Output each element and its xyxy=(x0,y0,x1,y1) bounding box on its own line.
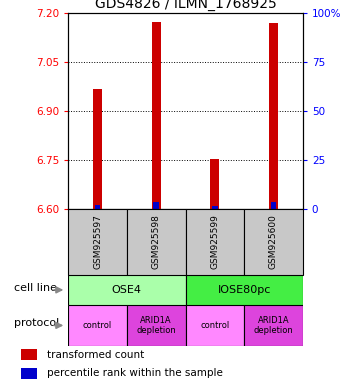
Bar xyxy=(210,159,219,209)
Bar xyxy=(127,305,186,346)
Bar xyxy=(93,89,102,209)
Text: control: control xyxy=(200,321,230,330)
Text: control: control xyxy=(83,321,112,330)
Bar xyxy=(21,349,37,360)
Text: cell line: cell line xyxy=(14,283,57,293)
Text: ARID1A
depletion: ARID1A depletion xyxy=(253,316,293,335)
Bar xyxy=(186,305,244,346)
Text: transformed count: transformed count xyxy=(47,349,144,360)
Bar xyxy=(212,206,218,209)
Bar xyxy=(153,202,159,209)
Bar xyxy=(127,209,186,275)
Text: protocol: protocol xyxy=(14,318,59,328)
Bar xyxy=(94,205,100,209)
Text: OSE4: OSE4 xyxy=(112,285,142,295)
Text: GSM925600: GSM925600 xyxy=(269,215,278,269)
Bar xyxy=(269,23,278,209)
Text: IOSE80pc: IOSE80pc xyxy=(217,285,271,295)
Text: GSM925599: GSM925599 xyxy=(210,215,219,269)
Text: ARID1A
depletion: ARID1A depletion xyxy=(136,316,176,335)
Text: GSM925598: GSM925598 xyxy=(152,215,161,269)
Bar xyxy=(244,209,303,275)
Bar xyxy=(186,275,303,305)
Bar xyxy=(21,368,37,379)
Text: percentile rank within the sample: percentile rank within the sample xyxy=(47,368,223,379)
Bar xyxy=(271,202,276,209)
Title: GDS4826 / ILMN_1768925: GDS4826 / ILMN_1768925 xyxy=(94,0,276,11)
Bar xyxy=(244,305,303,346)
Bar xyxy=(68,275,186,305)
Bar xyxy=(68,305,127,346)
Bar xyxy=(186,209,244,275)
Text: GSM925597: GSM925597 xyxy=(93,215,102,269)
Bar xyxy=(68,209,127,275)
Bar xyxy=(152,22,161,209)
